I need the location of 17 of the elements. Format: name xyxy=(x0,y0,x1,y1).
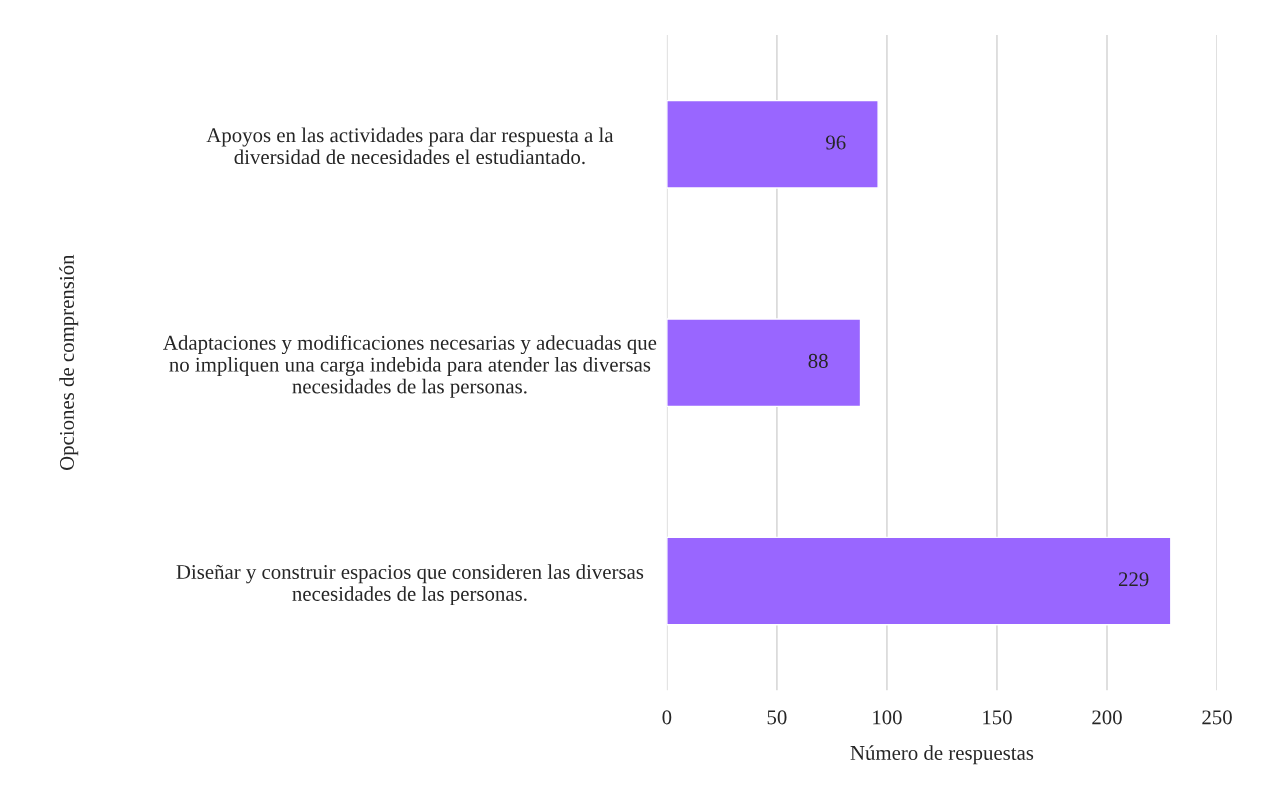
x-axis-title: Número de respuestas xyxy=(850,745,1034,765)
y-axis-title: Opciones de comprensión xyxy=(59,254,79,471)
data-label: 229 xyxy=(1118,572,1149,587)
bar xyxy=(666,318,862,408)
bar xyxy=(666,99,879,189)
bar xyxy=(666,536,1172,626)
x-tick-label: 200 xyxy=(1092,710,1122,725)
y-tick-label: Adaptaciones y modificaciones necesarias y adecuadas que no impliquen una carga indebida para atender las diversas necesidades de las personas. xyxy=(163,334,657,398)
x-tick-label: 250 xyxy=(1202,710,1232,725)
data-label: 96 xyxy=(826,135,846,150)
y-tick-label: Diseñar y construir espacios que consideren las diversas necesidades de las personas. xyxy=(176,564,644,606)
data-label: 88 xyxy=(808,353,828,368)
x-tick-label: 50 xyxy=(767,710,787,725)
y-tick-label: Apoyos en las actividades para dar respuesta a la diversidad de necesidades el estudiantado. xyxy=(206,127,614,165)
x-tick-label: 150 xyxy=(983,710,1012,725)
x-tick-label: 100 xyxy=(873,710,902,725)
x-tick-label: 0 xyxy=(662,710,672,725)
